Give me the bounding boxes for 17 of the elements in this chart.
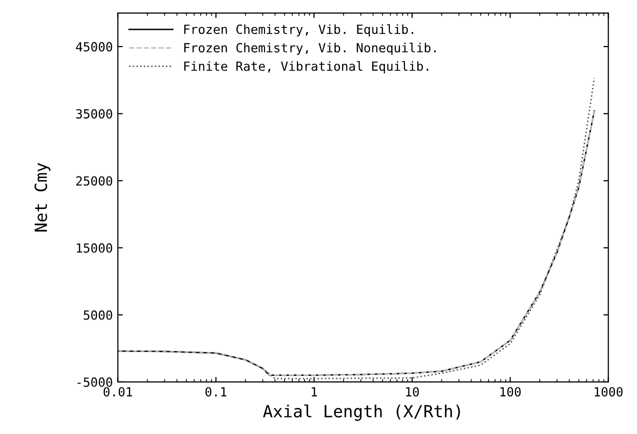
x-axis-title: Axial Length (X/Rth)	[263, 404, 460, 421]
x-tick-label: 0.1	[205, 387, 226, 397]
x-tick-label: 10	[406, 387, 419, 397]
y-tick-label: -5000	[78, 377, 112, 387]
x-tick-label: 100	[500, 387, 521, 397]
legend-label: Frozen Chemistry, Vib. Nonequilib.	[184, 42, 436, 55]
y-tick-label: 45000	[76, 42, 112, 52]
x-tick-label: 0.01	[104, 387, 132, 397]
y-tick-label: 35000	[76, 109, 112, 119]
y-axis-title: Net Cmy	[34, 163, 50, 232]
y-tick-label: 25000	[76, 176, 112, 186]
x-tick-label: 1000	[594, 387, 623, 397]
y-tick-label: 15000	[76, 243, 112, 253]
y-tick-label: 5000	[84, 310, 112, 320]
legend-label: Frozen Chemistry, Vib. Equilib.	[184, 24, 414, 36]
legend-label: Finite Rate, Vibrational Equilib.	[184, 61, 428, 74]
x-tick-label: 1	[312, 387, 317, 396]
